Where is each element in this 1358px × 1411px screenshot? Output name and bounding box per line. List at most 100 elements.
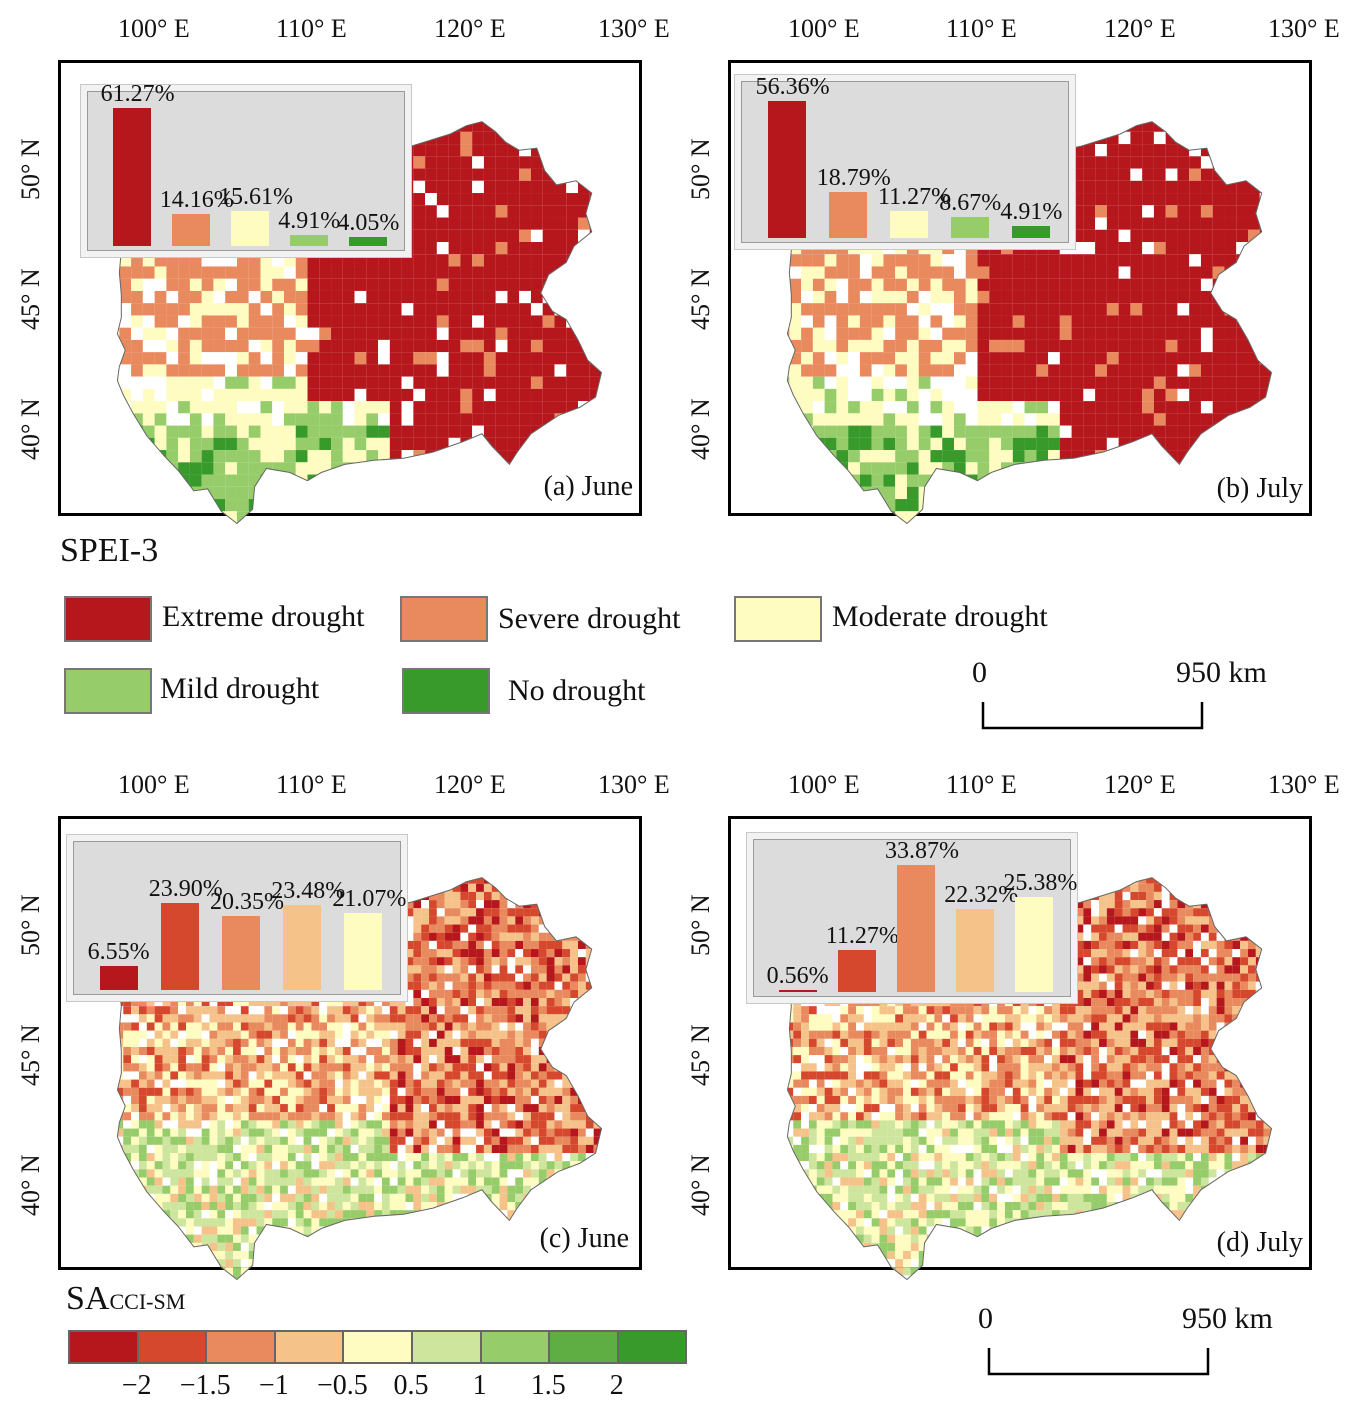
- lon-label-130: 130° E: [598, 770, 670, 799]
- colorbar-cell: [273, 1330, 345, 1364]
- histogram-value-label: 33.87%: [885, 838, 959, 865]
- histogram-value-label: 11.27%: [878, 183, 952, 210]
- histogram-value-label: 18.79%: [816, 165, 891, 192]
- legend-swatch-moderate: [734, 596, 822, 642]
- histogram-value-label: 61.27%: [100, 81, 175, 108]
- lat-label-40: 40° N: [16, 1154, 45, 1216]
- histogram-value-label: 4.05%: [337, 209, 400, 236]
- histogram-bar: [171, 214, 210, 246]
- lat-label-45: 45° N: [16, 268, 45, 330]
- lat-label-45: 45° N: [16, 1024, 45, 1086]
- lon-label-110: 110° E: [276, 14, 347, 43]
- histogram-value-label: 56.36%: [755, 73, 830, 100]
- scale-zero-top: 0: [972, 656, 987, 689]
- colorbar-tick-label: −2: [121, 1370, 152, 1401]
- colorbar-cell: [548, 1330, 619, 1364]
- lat-label-45: 45° N: [686, 1024, 715, 1086]
- map-frame-a: 61.27% 14.16% 15.61% 4.91% 4.05% (a) June: [58, 60, 642, 525]
- sa-title-main: SA: [66, 1280, 110, 1317]
- sa-title-sub: CCI-SM: [109, 1289, 186, 1314]
- lon-label-120: 120° E: [1104, 770, 1176, 799]
- legend-swatch-mild: [64, 668, 152, 714]
- lon-label-130: 130° E: [598, 14, 670, 43]
- histogram-bar: [1012, 226, 1051, 238]
- lon-label-130: 130° E: [1268, 14, 1340, 43]
- lat-label-45: 45° N: [686, 268, 715, 330]
- histogram-value-label: 8.67%: [939, 189, 1002, 216]
- legend-swatch-severe: [400, 596, 488, 642]
- histogram-inset-d: 0.56% 11.27% 33.87% 22.32% 25.38%: [753, 838, 1077, 997]
- legend-label-severe: Severe drought: [498, 602, 681, 635]
- histogram-bar: [349, 236, 388, 246]
- colorbar-cell: [479, 1330, 551, 1364]
- map-frame-b: 56.36% 18.79% 11.27% 8.67% 4.91% (b) July: [728, 60, 1312, 525]
- histogram-bar: [99, 966, 138, 990]
- colorbar-cell: [411, 1330, 482, 1364]
- histogram-bar: [222, 916, 260, 990]
- colorbar-cell: [136, 1330, 208, 1364]
- panel-label-a: (a) June: [543, 471, 633, 502]
- colorbar-cell: [205, 1330, 276, 1364]
- histogram-bar: [767, 100, 806, 238]
- panel-label-c: (c) June: [539, 1223, 629, 1254]
- colorbar-cell: [68, 1330, 139, 1364]
- lon-label-100: 100° E: [788, 14, 860, 43]
- legend-label-mild: Mild drought: [160, 672, 320, 705]
- histogram-value-label: 23.90%: [148, 876, 223, 903]
- colorbar-cell: [342, 1330, 413, 1364]
- histogram-bar: [828, 192, 867, 238]
- colorbar-tick-label: 0.5: [393, 1370, 429, 1401]
- histogram-bar: [344, 913, 383, 990]
- scale-distance-bottom: 950 km: [1182, 1302, 1273, 1335]
- panel-label-d: (d) July: [1216, 1227, 1303, 1258]
- histogram-bar: [778, 989, 817, 992]
- histogram-value-label: 14.16%: [159, 187, 234, 214]
- histogram-value-label: 0.56%: [766, 962, 829, 989]
- lat-label-40: 40° N: [686, 398, 715, 460]
- colorbar-tick-label: −0.5: [316, 1370, 368, 1401]
- lon-label-100: 100° E: [118, 14, 190, 43]
- map-frame-d: 0.56% 11.27% 33.87% 22.32% 25.38% (d) July: [728, 816, 1312, 1281]
- legend-label-none: No drought: [508, 674, 646, 707]
- histogram-value-label: 4.91%: [278, 207, 341, 234]
- histogram-bar: [897, 865, 935, 992]
- sa-legend-title: SACCI-SM: [66, 1280, 185, 1318]
- histogram-bar: [112, 108, 151, 246]
- lat-label-40: 40° N: [686, 1154, 715, 1216]
- histogram-inset-b: 56.36% 18.79% 11.27% 8.67% 4.91%: [741, 74, 1069, 243]
- histogram-value-label: 21.07%: [332, 886, 407, 913]
- scale-bar-top: [981, 702, 1204, 730]
- spei-legend-title: SPEI-3: [60, 532, 159, 569]
- scale-distance-top: 950 km: [1176, 656, 1267, 689]
- colorbar-tick-label: 2: [609, 1370, 624, 1401]
- histogram-value-label: 23.48%: [271, 877, 346, 904]
- lon-label-100: 100° E: [118, 770, 190, 799]
- lon-label-110: 110° E: [946, 770, 1017, 799]
- lon-label-120: 120° E: [434, 770, 506, 799]
- map-frame-c: 6.55% 23.90% 20.35% 23.48% 21.07% (c) June: [58, 816, 642, 1281]
- scale-bar-bottom: [987, 1348, 1210, 1376]
- colorbar-tick-label: 1.5: [530, 1370, 566, 1401]
- colorbar-tick-label: −1: [258, 1370, 289, 1401]
- lat-label-50: 50° N: [16, 138, 45, 200]
- histogram-inset-c: 6.55% 23.90% 20.35% 23.48% 21.07%: [73, 841, 406, 995]
- histogram-bar: [1015, 897, 1054, 992]
- scale-zero-bottom: 0: [978, 1302, 993, 1335]
- histogram-value-label: 15.61%: [219, 183, 293, 210]
- histogram-bar: [890, 210, 928, 238]
- lon-label-130: 130° E: [1268, 770, 1340, 799]
- legend-label-moderate: Moderate drought: [832, 600, 1048, 633]
- histogram-bar: [231, 210, 269, 246]
- lon-label-120: 120° E: [1104, 14, 1176, 43]
- histogram-value-label: 4.91%: [1000, 199, 1063, 226]
- legend-label-extreme: Extreme drought: [162, 600, 365, 633]
- histogram-value-label: 25.38%: [1003, 870, 1078, 897]
- histogram-bar: [837, 949, 876, 992]
- lon-label-110: 110° E: [946, 14, 1017, 43]
- histogram-value-label: 11.27%: [825, 922, 899, 949]
- histogram-bar: [290, 234, 329, 246]
- colorbar-tick-label: −1.5: [179, 1370, 231, 1401]
- histogram-bar: [951, 216, 990, 238]
- legend-swatch-extreme: [64, 596, 152, 642]
- lon-label-120: 120° E: [434, 14, 506, 43]
